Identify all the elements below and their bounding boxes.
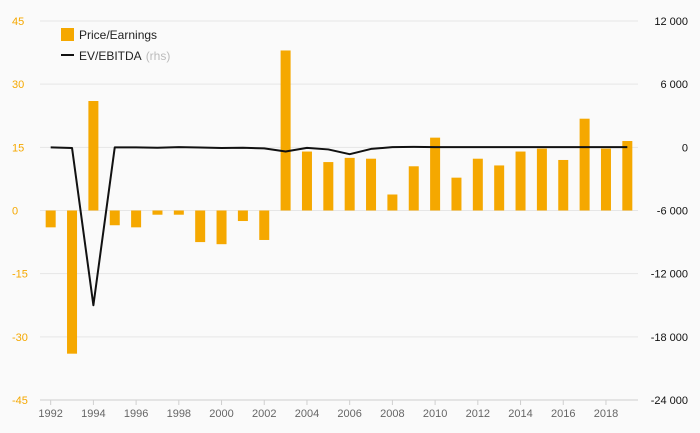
legend-label-price-earnings: Price/Earnings: [79, 28, 157, 42]
bar-2012: [472, 158, 483, 211]
bar-2009: [408, 166, 419, 211]
x-tick-label: 2014: [508, 408, 532, 420]
bar-1996: [131, 210, 142, 228]
bar-1995: [109, 210, 120, 226]
x-tick-label: 1994: [81, 408, 105, 420]
bar-2018: [600, 148, 611, 211]
right-tick-label: 0: [682, 142, 688, 154]
x-tick-label: 2006: [337, 408, 361, 420]
right-tick-label: -6 000: [657, 206, 688, 218]
right-tick-label: -18 000: [651, 332, 688, 344]
legend-label-ev-ebitda: EV/EBITDA (rhs): [79, 49, 170, 63]
left-tick-label: -45: [12, 395, 28, 407]
left-tick-label: -15: [12, 269, 28, 281]
bar-1992: [45, 210, 56, 228]
bar-2006: [344, 157, 355, 211]
bar-2013: [494, 165, 505, 211]
x-tick-label: 2010: [423, 408, 447, 420]
ev-ebitda-line: [50, 145, 628, 307]
left-tick-label: 0: [12, 206, 18, 218]
bar-1998: [173, 210, 184, 215]
x-tick-label: 2004: [295, 408, 319, 420]
x-tick-label: 1998: [167, 408, 191, 420]
left-tick-label: 15: [12, 142, 24, 154]
left-axis: 45 30 15 0 -15 -30 -45: [12, 16, 28, 407]
bar-2008: [387, 194, 398, 211]
right-tick-label: 6 000: [660, 79, 688, 91]
bar-2015: [536, 148, 547, 211]
bar-2002: [259, 210, 270, 240]
right-tick-label: 12 000: [654, 16, 688, 28]
x-tick-label: 2008: [380, 408, 404, 420]
left-tick-label: -30: [12, 332, 28, 344]
left-tick-label: 45: [12, 16, 24, 28]
bar-2016: [558, 159, 569, 211]
legend: Price/Earnings EV/EBITDA (rhs): [61, 28, 170, 63]
left-tick-label: 30: [12, 79, 24, 91]
bar-2004: [301, 151, 312, 211]
bar-2005: [323, 162, 334, 211]
bar-1994: [88, 101, 99, 211]
bar-1997: [152, 210, 163, 215]
right-tick-label: -24 000: [651, 395, 688, 407]
x-axis: 1992 1994 1996 1998 2000 2002 2004 2006 2008 2010…: [38, 400, 618, 420]
x-tick-label: 2016: [551, 408, 575, 420]
bar-2017: [579, 118, 590, 211]
bar-2003: [280, 50, 291, 211]
x-tick-label: 2012: [466, 408, 490, 420]
legend-label-rhs: (rhs): [146, 49, 171, 63]
right-tick-label: -12 000: [651, 269, 688, 281]
bar-1993: [67, 210, 78, 354]
x-tick-label: 2018: [594, 408, 618, 420]
bar-2014: [515, 151, 526, 211]
bar-2011: [451, 177, 462, 211]
x-tick-label: 1992: [38, 408, 62, 420]
legend-label-ev-ebitda-name: EV/EBITDA: [79, 49, 142, 63]
x-tick-label: 2000: [209, 408, 233, 420]
right-axis: 12 000 6 000 0 -6 000 -12 000 -18 000 -24 000: [651, 16, 688, 407]
price-earnings-bars: [45, 50, 633, 354]
bar-2000: [216, 210, 227, 245]
grid-lines: [40, 20, 638, 338]
bar-2007: [366, 158, 377, 211]
bar-2010: [430, 137, 441, 211]
bar-2001: [237, 210, 248, 222]
x-tick-label: 1996: [124, 408, 148, 420]
bar-1999: [195, 210, 206, 243]
x-tick-label: 2002: [252, 408, 276, 420]
legend-swatch-price-earnings: [61, 28, 74, 41]
bar-2019: [622, 141, 633, 211]
ev-ebitda-line-group: [50, 145, 628, 307]
